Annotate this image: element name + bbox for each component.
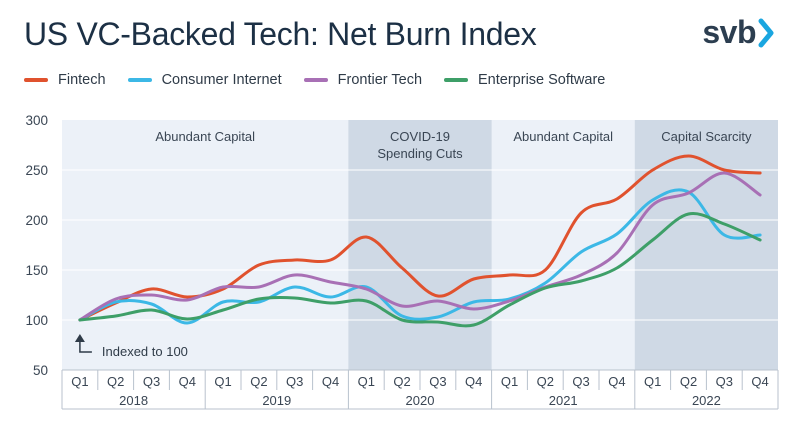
region-label-line: Abundant Capital <box>513 129 613 144</box>
chevron-right-icon <box>758 18 774 47</box>
x-tick-label-quarter: Q1 <box>71 374 88 389</box>
x-tick-label-quarter: Q3 <box>429 374 446 389</box>
legend-swatch-consumer-internet <box>127 78 152 82</box>
svb-logo: svb <box>702 14 774 51</box>
x-tick-label-quarter: Q1 <box>644 374 661 389</box>
x-tick-label-quarter: Q4 <box>751 374 768 389</box>
x-tick-label-year: 2022 <box>692 393 721 408</box>
legend-swatch-enterprise-software <box>444 78 469 82</box>
region-label-line: Spending Cuts <box>377 146 463 161</box>
shaded-region-covid-19-spending-cuts <box>348 120 492 370</box>
region-label-line: COVID-19 <box>390 129 450 144</box>
legend-item-frontier-tech: Frontier Tech <box>303 72 423 88</box>
series-line-fintech <box>78 154 762 322</box>
legend-item-enterprise-software: Enterprise Software <box>444 72 605 88</box>
logo-text: svb <box>702 14 756 50</box>
annotation-text: Indexed to 100 <box>102 344 188 359</box>
y-tick-label: 200 <box>25 213 48 228</box>
chart-legend: Fintech Consumer Internet Frontier Tech … <box>24 72 605 88</box>
legend-swatch-fintech <box>24 78 48 82</box>
y-tick-label: 150 <box>25 263 48 278</box>
x-tick-label-quarter: Q4 <box>322 374 339 389</box>
legend-swatch-frontier-tech <box>303 78 328 82</box>
region-label-line: Abundant Capital <box>155 129 255 144</box>
x-tick-label-quarter: Q4 <box>465 374 482 389</box>
x-tick-label-quarter: Q1 <box>501 374 518 389</box>
legend-label-enterprise-software: Enterprise Software <box>478 72 606 88</box>
x-tick-label-quarter: Q3 <box>572 374 589 389</box>
x-tick-label-quarter: Q3 <box>716 374 733 389</box>
series-line-consumer-internet <box>78 188 762 325</box>
page-title: US VC-Backed Tech: Net Burn Index <box>24 16 537 52</box>
x-tick-label-quarter: Q2 <box>393 374 410 389</box>
x-tick-label-quarter: Q2 <box>250 374 267 389</box>
x-tick-label-year: 2018 <box>119 393 148 408</box>
region-label-covid-19-spending-cuts: COVID-19 Spending Cuts <box>377 129 463 161</box>
legend-label-frontier-tech: Frontier Tech <box>337 72 423 88</box>
legend-label-fintech: Fintech <box>58 72 106 88</box>
y-tick-label: 300 <box>25 113 48 128</box>
x-tick-label-year: 2019 <box>262 393 291 408</box>
series-line-frontier-tech <box>78 171 762 322</box>
region-label-capital-scarcity: Capital Scarcity <box>661 129 752 144</box>
legend-label-consumer-internet: Consumer Internet <box>161 72 282 88</box>
legend-item-fintech: Fintech <box>24 72 106 88</box>
legend-item-consumer-internet: Consumer Internet <box>127 72 282 88</box>
region-label-abundant-capital: Abundant Capital <box>513 129 613 144</box>
x-tick-label-year: 2021 <box>549 393 578 408</box>
region-label-abundant-capital: Abundant Capital <box>155 129 255 144</box>
x-tick-label-year: 2020 <box>406 393 435 408</box>
x-tick-label-quarter: Q3 <box>286 374 303 389</box>
x-tick-label-quarter: Q4 <box>608 374 625 389</box>
y-tick-label: 100 <box>25 313 48 328</box>
x-tick-label-quarter: Q2 <box>680 374 697 389</box>
shaded-region-capital-scarcity <box>634 120 778 370</box>
x-tick-label-quarter: Q2 <box>537 374 554 389</box>
x-tick-label-quarter: Q3 <box>143 374 160 389</box>
x-tick-label-quarter: Q1 <box>358 374 375 389</box>
x-tick-label-quarter: Q2 <box>107 374 124 389</box>
y-tick-label: 50 <box>33 363 48 378</box>
series-line-enterprise-software <box>78 211 762 328</box>
annotation-arrowhead <box>74 334 85 342</box>
region-label-line: Capital Scarcity <box>661 129 752 144</box>
x-tick-label-quarter: Q4 <box>179 374 196 389</box>
x-tick-label-quarter: Q1 <box>214 374 231 389</box>
y-tick-label: 250 <box>25 163 48 178</box>
